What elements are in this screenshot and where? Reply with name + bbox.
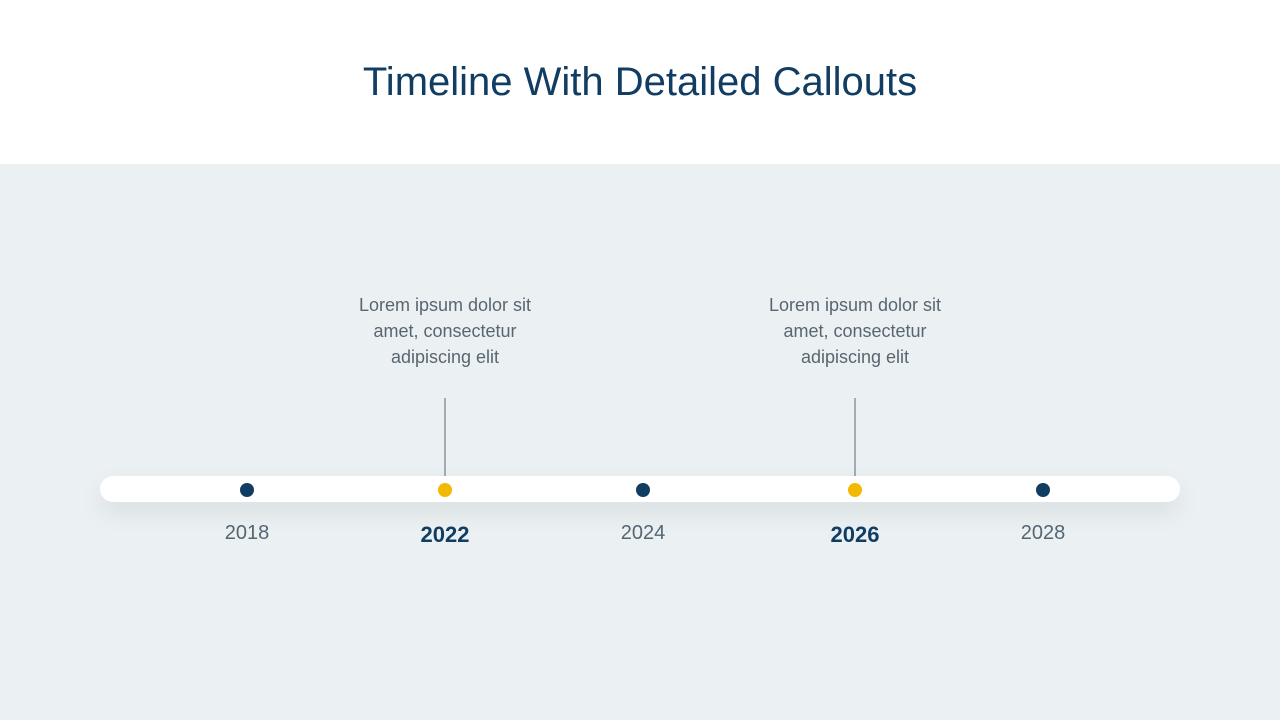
timeline-area: 2018 2022 Lorem ipsum dolor sit amet, cons… (0, 164, 1280, 720)
timeline-dot-2026 (848, 483, 862, 497)
year-label-2024: 2024 (621, 522, 666, 545)
timeline-dot-2018 (240, 483, 254, 497)
callout-2022: Lorem ipsum dolor sit amet, consectetur … (335, 292, 555, 370)
callout-2026: Lorem ipsum dolor sit amet, consectetur … (745, 292, 965, 370)
timeline-dot-2028 (1036, 483, 1050, 497)
year-label-2026: 2026 (831, 522, 880, 548)
callout-text-2026: Lorem ipsum dolor sit amet, consectetur … (745, 292, 965, 370)
year-label-2018: 2018 (225, 522, 270, 545)
callout-line-2022 (445, 398, 446, 476)
year-label-2022: 2022 (421, 522, 470, 548)
year-label-2028: 2028 (1021, 522, 1066, 545)
header: Timeline With Detailed Callouts (0, 0, 1280, 164)
timeline-dot-2022 (438, 483, 452, 497)
callout-text-2022: Lorem ipsum dolor sit amet, consectetur … (335, 292, 555, 370)
timeline-dot-2024 (636, 483, 650, 497)
page-title: Timeline With Detailed Callouts (363, 60, 917, 105)
callout-line-2026 (855, 398, 856, 476)
